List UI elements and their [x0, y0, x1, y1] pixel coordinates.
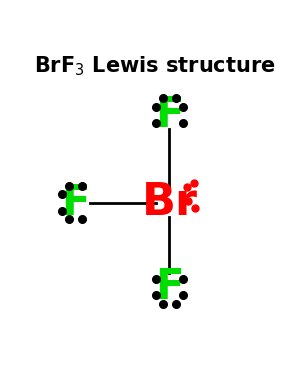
- Text: F: F: [155, 266, 184, 308]
- Text: F: F: [61, 181, 90, 223]
- Text: Br: Br: [142, 181, 197, 224]
- Text: BrF$_3$ Lewis structure: BrF$_3$ Lewis structure: [35, 54, 276, 78]
- Text: F: F: [155, 94, 184, 136]
